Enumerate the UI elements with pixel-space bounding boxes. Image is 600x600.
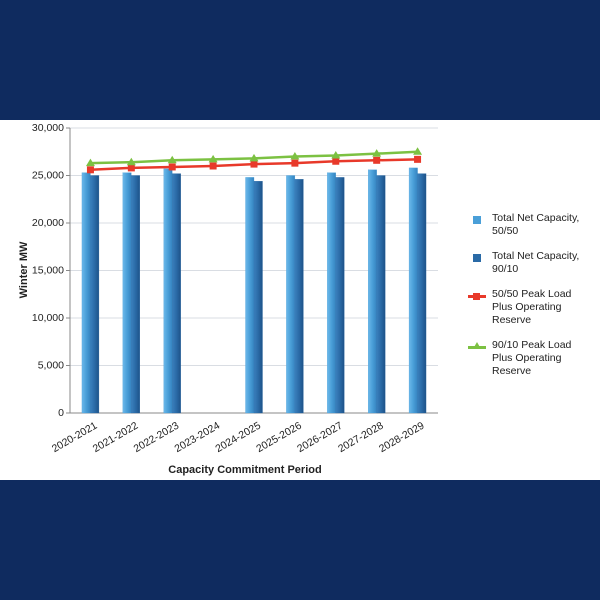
- y-tick-label: 5,000: [38, 359, 64, 371]
- y-tick-label: 30,000: [32, 122, 64, 134]
- x-tick-label: 2021-2022: [91, 420, 141, 456]
- marker: [332, 157, 340, 165]
- legend-swatch: [468, 250, 486, 274]
- marker: [167, 155, 177, 164]
- marker: [209, 162, 217, 170]
- marker: [373, 156, 381, 164]
- x-tick-label: 2025-2026: [254, 420, 304, 456]
- x-tick-label: 2024-2025: [213, 420, 263, 456]
- bar: [417, 173, 427, 414]
- y-tick-label: 15,000: [32, 264, 64, 276]
- marker: [127, 164, 135, 172]
- marker: [208, 154, 218, 163]
- marker: [126, 157, 136, 166]
- legend-swatch: [468, 212, 486, 236]
- legend-item: 50/50 Peak Load Plus Operating Reserve: [468, 288, 593, 327]
- marker: [414, 155, 422, 163]
- legend-label: Total Net Capacity, 90/10: [492, 250, 580, 275]
- x-tick-label: 2023-2024: [173, 420, 223, 456]
- bar: [172, 173, 181, 414]
- legend-item: Total Net Capacity, 50/50: [468, 212, 593, 238]
- bar: [286, 175, 296, 414]
- bar: [245, 177, 255, 414]
- x-axis-title: Capacity Commitment Period: [168, 464, 321, 476]
- marker: [291, 159, 299, 167]
- bar: [163, 168, 173, 414]
- marker: [413, 147, 423, 155]
- legend: Total Net Capacity, 50/50 Total Net Capac…: [468, 212, 593, 390]
- y-tick-label: 25,000: [32, 169, 64, 181]
- bar: [253, 181, 263, 414]
- x-tick-label: 2028-2029: [377, 420, 427, 456]
- marker: [249, 153, 259, 162]
- bar: [327, 172, 336, 414]
- legend-swatch: [468, 288, 486, 312]
- legend-item: Total Net Capacity, 90/10: [468, 250, 593, 276]
- marker: [290, 152, 300, 160]
- legend-label: 90/10 Peak Load Plus Operating Reserve: [492, 339, 572, 377]
- x-tick-label: 2020-2021: [50, 420, 100, 456]
- y-tick-label: 10,000: [32, 312, 64, 324]
- bar: [368, 169, 377, 414]
- x-tick-label: 2026-2027: [295, 420, 345, 456]
- marker: [372, 149, 382, 157]
- bar: [122, 172, 132, 414]
- legend-label: Total Net Capacity, 50/50: [492, 212, 580, 237]
- bar: [335, 177, 345, 414]
- legend-label: 50/50 Peak Load Plus Operating Reserve: [492, 288, 572, 326]
- bar: [294, 179, 304, 414]
- bar: [408, 167, 418, 414]
- y-tick-label: 0: [58, 407, 64, 419]
- bar: [131, 175, 140, 414]
- marker: [86, 166, 94, 174]
- x-tick-label: 2022-2023: [132, 420, 182, 456]
- legend-item: 90/10 Peak Load Plus Operating Reserve: [468, 339, 593, 378]
- marker: [168, 163, 176, 171]
- bar: [81, 172, 91, 414]
- legend-swatch: [468, 339, 486, 363]
- x-tick-label: 2027-2028: [336, 420, 386, 456]
- y-tick-label: 20,000: [32, 217, 64, 229]
- y-axis-title: Winter MW: [18, 241, 30, 298]
- bar: [376, 175, 386, 414]
- marker: [331, 151, 341, 159]
- marker: [250, 160, 258, 168]
- marker: [85, 158, 95, 167]
- bar: [90, 175, 100, 414]
